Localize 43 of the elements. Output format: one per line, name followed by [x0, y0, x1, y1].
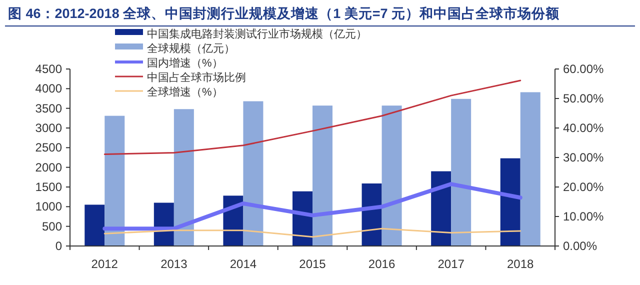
- legend-label: 国内增速（%）: [147, 56, 223, 70]
- bar: [451, 98, 472, 246]
- y-tick-label: 4000: [35, 82, 62, 96]
- y-tick-label: 2000: [35, 160, 62, 174]
- legend-label: 全球规模（亿元）: [147, 42, 235, 55]
- x-tick-label: 2017: [438, 257, 465, 271]
- x-tick-label: 2012: [91, 257, 118, 271]
- bar: [520, 92, 540, 246]
- y-tick-label: 4500: [35, 62, 62, 76]
- bar: [174, 109, 194, 246]
- y-tick-label: 2500: [35, 140, 62, 155]
- bar: [243, 101, 264, 246]
- y-tick-label: 3000: [35, 121, 62, 135]
- bar: [84, 204, 105, 246]
- bar: [104, 116, 125, 246]
- x-tick-label: 2014: [230, 257, 257, 271]
- chart-title: 图 46：2012-2018 全球、中国封测行业规模及增速（1 美元=7 元）和中国占全球市场份额: [8, 5, 560, 21]
- legend-label: 中国集成电路封装测试行业市场规模（亿元）: [147, 28, 367, 40]
- x-tick-label: 2018: [507, 257, 534, 271]
- x-tick-label: 2013: [160, 257, 188, 271]
- bar: [312, 106, 332, 246]
- y2-tick-label: 60.00%: [563, 62, 604, 76]
- y2-tick-label: 10.00%: [563, 210, 604, 224]
- y2-tick-label: 50.00%: [563, 92, 604, 106]
- y-tick-label: 500: [42, 219, 62, 234]
- y2-tick-label: 30.00%: [563, 150, 604, 164]
- y2-tick-label: 20.00%: [563, 180, 604, 194]
- x-tick-label: 2016: [368, 257, 396, 271]
- legend-label: 中国占全球市场比例: [147, 71, 246, 84]
- legend-label: 全球增速（%）: [147, 86, 223, 98]
- y-tick-label: 0: [55, 239, 62, 253]
- y-tick-label: 1500: [35, 180, 62, 194]
- bar: [382, 106, 402, 246]
- y2-tick-label: 40.00%: [563, 121, 604, 135]
- line-series: [102, 182, 522, 231]
- x-tick-label: 2015: [299, 257, 326, 271]
- bar: [362, 183, 382, 246]
- y-tick-label: 3500: [35, 101, 62, 116]
- y2-tick-label: 0.00%: [563, 239, 598, 253]
- line-series: [104, 228, 522, 238]
- bar: [431, 171, 452, 246]
- bar: [500, 158, 520, 246]
- y-tick-label: 1000: [35, 200, 62, 214]
